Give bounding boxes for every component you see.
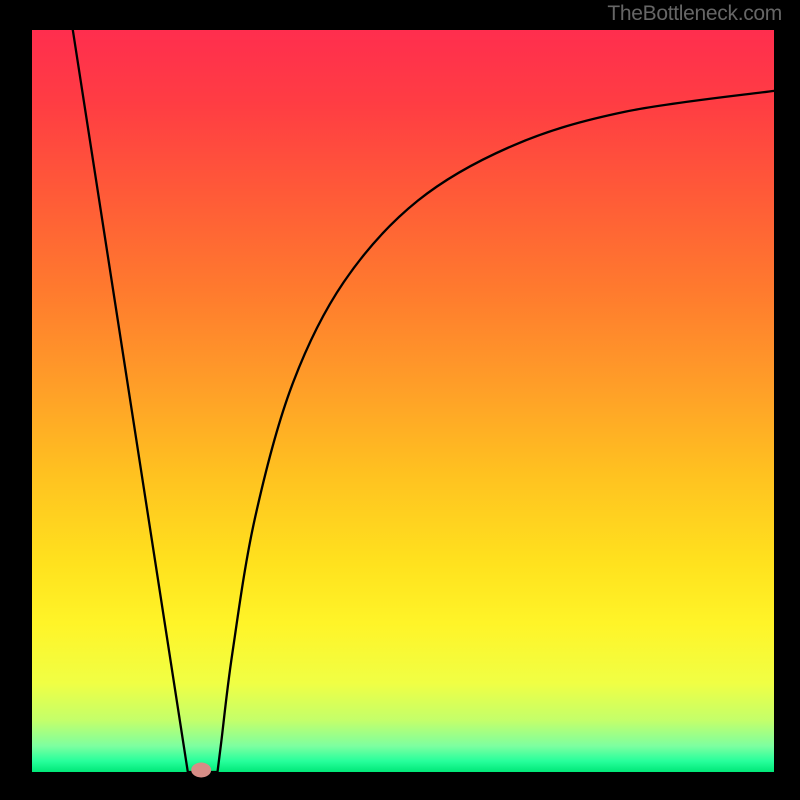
watermark-text: TheBottleneck.com [607, 2, 782, 26]
optimum-marker [191, 763, 211, 778]
chart-container: TheBottleneck.com [0, 0, 800, 800]
plot-background [32, 30, 774, 772]
bottleneck-chart [0, 0, 800, 800]
